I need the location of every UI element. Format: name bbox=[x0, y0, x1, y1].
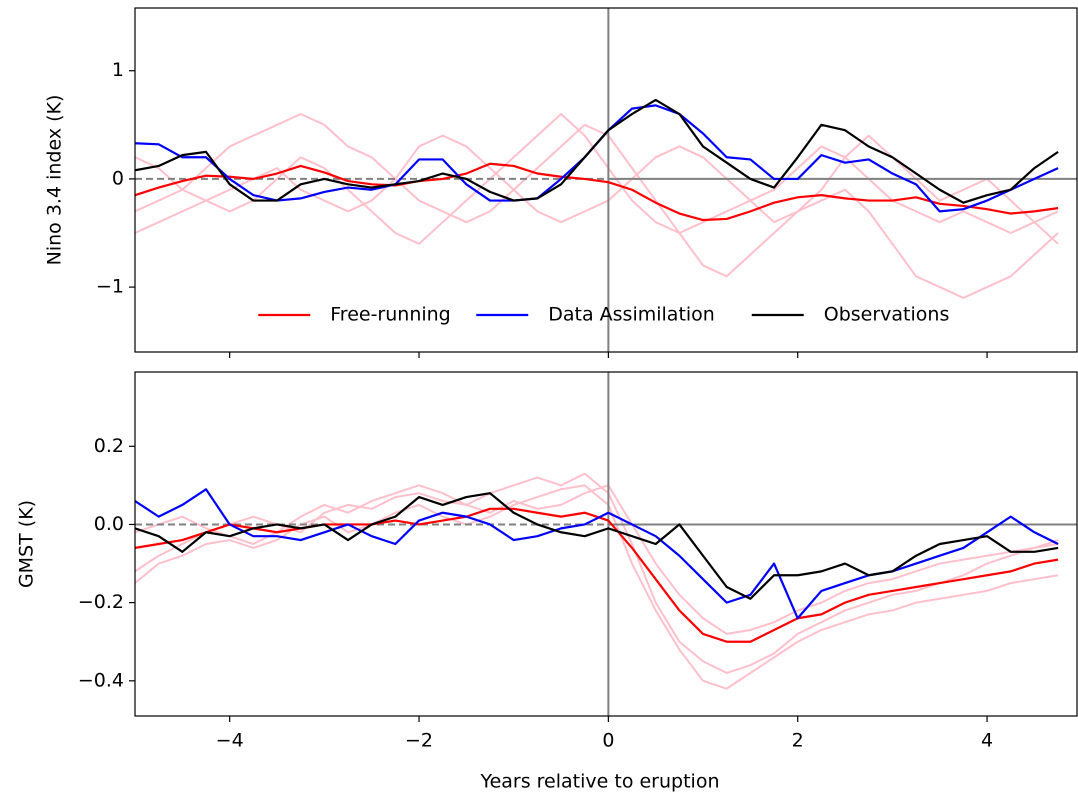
series-line bbox=[135, 134, 1059, 245]
x-tick-label: 0 bbox=[602, 730, 614, 752]
series-line bbox=[135, 472, 1059, 674]
series-line bbox=[135, 113, 1059, 245]
lines bbox=[135, 372, 1077, 716]
y-axis-label: GMST (K) bbox=[16, 500, 38, 588]
y-tick-label: 0 bbox=[112, 167, 124, 189]
x-tick-label: −4 bbox=[216, 730, 244, 752]
series-line bbox=[135, 98, 1059, 204]
y-axis-label: Nino 3.4 index (K) bbox=[44, 95, 66, 266]
x-tick-label: −2 bbox=[405, 730, 433, 752]
legend-label: Data Assimilation bbox=[548, 304, 715, 326]
y-tick-label: 1 bbox=[112, 59, 124, 81]
plot-area: −1 0 1 Nino 3.4 index (K) Free-running Data A… bbox=[44, 7, 1078, 358]
series-line bbox=[135, 162, 1059, 222]
legend-label: Free-running bbox=[330, 304, 451, 326]
series-line bbox=[135, 488, 1059, 620]
y-tick-label: −0.2 bbox=[78, 591, 124, 613]
series-line bbox=[135, 113, 1059, 299]
y-tick-label: 0.0 bbox=[94, 513, 124, 535]
y-tick-label: −1 bbox=[96, 276, 124, 298]
axes-frame bbox=[134, 7, 1078, 353]
axes-frame bbox=[134, 371, 1078, 717]
legend: Free-running Data Assimilation Observation… bbox=[258, 304, 949, 326]
series-line bbox=[135, 507, 1059, 643]
series-line bbox=[135, 484, 1059, 690]
series-line bbox=[135, 104, 1059, 213]
series-line bbox=[135, 484, 1059, 635]
x-axis-label: Years relative to eruption bbox=[480, 771, 720, 793]
x-tick-label: 2 bbox=[792, 730, 804, 752]
plot-area: −0.4 −0.2 0.0 0.2 −4 −2 0 2 4 GMST (K) Years relat… bbox=[16, 371, 1078, 793]
y-tick-label: 0.2 bbox=[94, 435, 124, 457]
legend-label: Observations bbox=[824, 304, 950, 326]
series-line bbox=[135, 492, 1059, 600]
lines bbox=[135, 8, 1077, 352]
x-tick-label: 4 bbox=[981, 730, 993, 752]
y-tick-label: −0.4 bbox=[78, 669, 124, 691]
